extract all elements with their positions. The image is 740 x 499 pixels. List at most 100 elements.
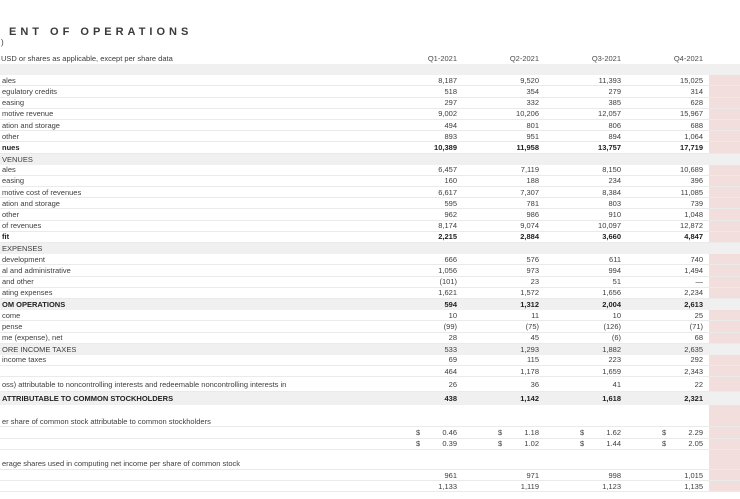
value-cell: 23 xyxy=(457,277,539,287)
cell-value: (75) xyxy=(525,321,539,331)
table-row: EXPENSES xyxy=(0,243,740,255)
cell-value: 1,142 xyxy=(520,394,539,404)
value-cell xyxy=(375,154,457,165)
value-cell: 45 xyxy=(457,333,539,343)
cell-value: 8,174 xyxy=(438,221,457,231)
value-cell: 740 xyxy=(621,254,703,264)
cell-value: 961 xyxy=(444,470,457,480)
value-cell xyxy=(457,64,539,75)
value-cell: 354 xyxy=(457,86,539,96)
highlight-column-cell xyxy=(709,142,740,153)
value-cell xyxy=(375,459,457,469)
value-cell xyxy=(539,154,621,165)
table-row: fit 2,215 2,884 3,660 4,847 xyxy=(0,231,740,243)
units-note: USD or shares as applicable, except per … xyxy=(1,54,173,63)
value-cell: 9,520 xyxy=(457,75,539,85)
highlight-column-cell xyxy=(709,354,740,366)
currency-symbol: $ xyxy=(662,428,667,438)
cell-value: 3,660 xyxy=(602,232,621,242)
value-cell xyxy=(621,154,703,165)
value-cell: 10,389 xyxy=(375,142,457,152)
highlight-column-cell xyxy=(709,97,740,108)
value-cell: 10 xyxy=(375,310,457,320)
highlight-column-cell xyxy=(709,299,740,310)
highlight-column-cell xyxy=(709,427,740,438)
highlight-column-cell xyxy=(709,310,740,321)
row-label xyxy=(0,450,375,459)
cell-value: 9,002 xyxy=(438,109,457,119)
value-cell: 234 xyxy=(539,176,621,186)
value-cell: 893 xyxy=(375,131,457,141)
table-row: OM OPERATIONS 594 1,312 2,004 2,613 xyxy=(0,298,740,311)
cell-value: 595 xyxy=(444,198,457,208)
table-row: al and administrative 1,056 973 994 1,494 xyxy=(0,265,740,277)
value-cell: 961 xyxy=(375,470,457,480)
value-cell: 22 xyxy=(621,377,703,391)
value-cell xyxy=(457,243,539,254)
value-cell xyxy=(621,459,703,469)
highlight-column-cell xyxy=(709,75,740,86)
cell-value: 1,882 xyxy=(602,344,621,354)
row-label: ATTRIBUTABLE TO COMMON STOCKHOLDERS xyxy=(2,394,174,404)
highlight-column-cell xyxy=(709,392,740,405)
value-cell: $0.46 xyxy=(375,427,457,437)
cell-value: 1,123 xyxy=(602,481,621,491)
value-cell: — xyxy=(621,277,704,287)
value-cell: $1.18 xyxy=(457,427,539,437)
table-row: VENUES xyxy=(0,153,740,165)
value-cell: 12,057 xyxy=(539,109,621,119)
cell-value: 10 xyxy=(612,310,621,320)
table-row: ORE INCOME TAXES 533 1,293 1,882 2,635 xyxy=(0,343,740,355)
cell-value: 297 xyxy=(444,98,457,108)
cell-value: 7,307 xyxy=(520,187,539,197)
table-row: $0.39 $1.02 $1.44 $2.05 xyxy=(0,438,740,450)
value-cell: $1.62 xyxy=(539,427,621,437)
value-cell: 26 xyxy=(375,377,457,391)
value-cell: 1,135 xyxy=(621,481,703,491)
value-cell: $2.29 xyxy=(621,427,703,437)
row-label: ales xyxy=(2,75,16,85)
highlight-column-cell xyxy=(709,175,740,187)
value-cell: 1,123 xyxy=(539,481,621,491)
row-label: ORE INCOME TAXES xyxy=(2,344,77,354)
value-cell: 951 xyxy=(457,131,539,141)
cell-value: 68 xyxy=(694,333,703,343)
value-cell: 1,178 xyxy=(457,366,539,376)
table-row: nues 10,389 11,958 13,757 17,719 xyxy=(0,142,740,154)
value-cell xyxy=(621,450,703,459)
table-row: pense (99) (75) (126) (71) xyxy=(0,321,740,333)
value-cell: 595 xyxy=(375,198,457,208)
value-cell: 1,133 xyxy=(375,481,457,491)
cell-value: 2,321 xyxy=(684,394,703,404)
value-cell: 6,457 xyxy=(375,165,457,175)
value-cell: 801 xyxy=(457,120,539,130)
cell-value: 8,187 xyxy=(438,75,457,85)
value-cell: 533 xyxy=(375,344,457,355)
value-cell: 15,967 xyxy=(621,109,703,119)
row-label: oss) attributable to noncontrolling inte… xyxy=(2,379,287,389)
currency-symbol: $ xyxy=(498,428,503,438)
highlight-column-cell xyxy=(709,164,740,175)
row-label: pense xyxy=(2,321,23,331)
value-cell: $1.02 xyxy=(457,439,539,449)
value-cell: 8,150 xyxy=(539,165,621,175)
cell-value: 2,004 xyxy=(602,300,621,310)
cell-value: 11,393 xyxy=(598,75,621,85)
value-cell: 518 xyxy=(375,86,457,96)
row-label: ales xyxy=(2,165,16,175)
cell-value: 9,520 xyxy=(520,75,539,85)
value-cell: 188 xyxy=(457,176,539,186)
table-row: and other (101) 23 51 — xyxy=(0,276,740,288)
row-label: er share of common stock attributable to… xyxy=(2,416,211,426)
value-cell: 11 xyxy=(457,310,539,320)
value-cell: 314 xyxy=(621,86,703,96)
value-cell: 160 xyxy=(375,176,457,186)
value-cell: $2.05 xyxy=(621,439,703,449)
cell-value: 13,757 xyxy=(598,142,621,152)
row-label: other xyxy=(2,210,20,220)
table-row: 464 1,178 1,659 2,343 xyxy=(0,366,740,378)
row-label: motive cost of revenues xyxy=(2,187,82,197)
value-cell: 396 xyxy=(621,176,703,186)
cell-value: (101) xyxy=(439,277,457,287)
cell-value: 628 xyxy=(690,98,703,108)
